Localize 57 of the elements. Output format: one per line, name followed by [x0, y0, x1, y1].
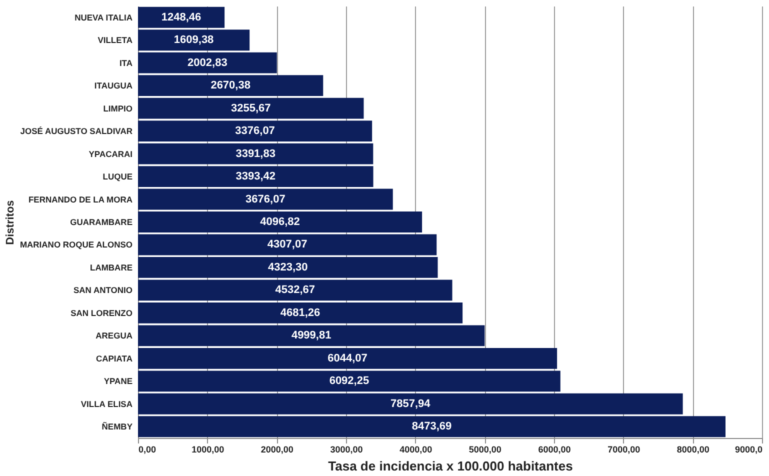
x-tick-label: 5000,00: [468, 444, 502, 454]
bar: [138, 212, 422, 232]
x-tick-label: 2000,00: [260, 444, 294, 454]
y-tick-label: NUEVA ITALIA: [74, 12, 132, 22]
y-tick-label: ITAUGUA: [94, 80, 132, 91]
data-label: 4323,30: [268, 261, 308, 274]
data-label: 3676,07: [246, 193, 286, 206]
y-tick-label: JOSÉ AUGUSTO SALDIVAR: [20, 126, 132, 136]
y-tick-label: SAN ANTONIO: [73, 285, 133, 296]
x-tick-label: 7000,00: [608, 444, 640, 454]
y-tick-label: LUQUE: [102, 172, 133, 182]
x-tick-label: 6000,00: [538, 444, 571, 454]
data-label: 6044,07: [328, 352, 368, 364]
bar: [138, 257, 438, 278]
data-label: 4307,07: [267, 238, 308, 251]
x-tick-label: 0,00: [138, 444, 156, 454]
y-axis-title: Distritos: [4, 200, 17, 245]
data-label: 4096,82: [260, 216, 300, 228]
y-tick-label: YPANE: [104, 376, 133, 386]
x-tick-label: 4000,00: [400, 444, 432, 454]
data-label: 4681,26: [280, 306, 320, 319]
data-label: 3391,83: [236, 148, 276, 160]
data-label: 3393,42: [236, 170, 276, 183]
data-label: 3376,07: [235, 125, 275, 138]
y-tick-label: GUARAMBARE: [70, 217, 133, 227]
y-tick-label: ÑEMBY: [102, 422, 133, 432]
y-tick-label: ITA: [119, 58, 132, 68]
bar: [138, 143, 374, 164]
data-label: 3255,67: [230, 102, 271, 114]
bar: [138, 280, 452, 301]
y-tick-label: MARIANO ROQUE ALONSO: [20, 240, 133, 250]
y-tick-label: VILLA ELISA: [80, 398, 132, 409]
x-tick-label: 1000,00: [192, 444, 224, 454]
y-tick-label: AREGUA: [96, 330, 132, 341]
data-label: 2002,83: [188, 56, 228, 69]
x-tick-label: 8000,00: [676, 444, 710, 454]
data-label: 7857,94: [390, 398, 432, 410]
bar: [138, 234, 437, 256]
y-tick-label: LAMBARE: [90, 262, 133, 272]
data-label: 4532,67: [275, 284, 316, 296]
data-label: 4999,81: [291, 330, 332, 342]
x-axis-title: Tasa de incidencia x 100.000 habitantes: [328, 458, 573, 474]
bar: [138, 188, 393, 210]
y-tick-label: CAPIATA: [96, 353, 132, 364]
y-tick-label: LIMPIO: [103, 103, 133, 114]
data-label: 6092,25: [329, 375, 370, 388]
data-label: 1609,38: [174, 34, 214, 46]
y-tick-label: VILLETA: [98, 35, 132, 46]
y-tick-label: SAN LORENZO: [70, 308, 133, 318]
y-tick-label: FERNANDO DE LA MORA: [28, 194, 132, 204]
bar: [138, 166, 374, 187]
x-tick-label: 3000,00: [330, 444, 363, 454]
data-label: 8473,69: [412, 420, 452, 433]
data-label: 1248,46: [161, 11, 202, 24]
y-tick-label: YPACARAI: [88, 148, 132, 159]
x-tick-label: 9000,0: [734, 444, 762, 454]
data-label: 2670,38: [210, 80, 250, 92]
